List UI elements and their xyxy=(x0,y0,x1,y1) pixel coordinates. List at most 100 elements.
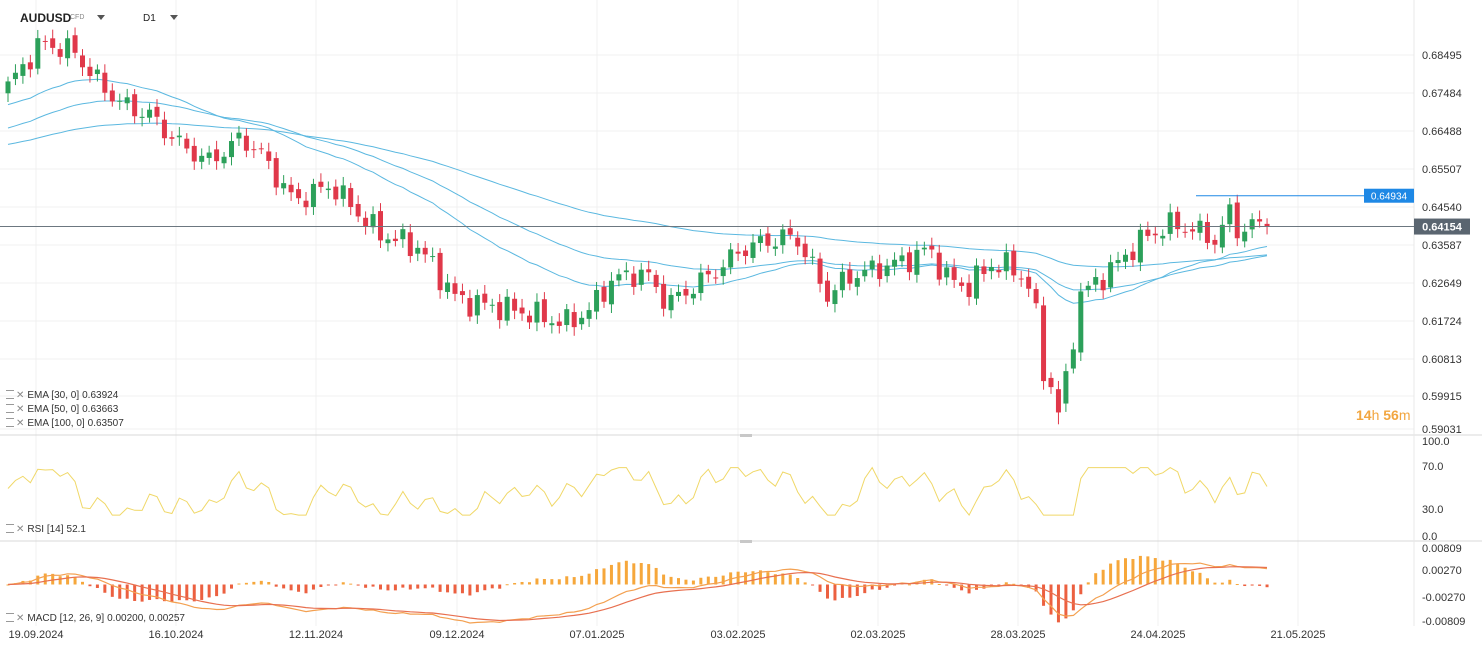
close-icon[interactable]: ✕ xyxy=(16,390,25,401)
indicator-legend-ema-100[interactable]: ✕ EMA [100, 0] 0.63507 xyxy=(6,417,124,429)
candle[interactable] xyxy=(1011,244,1017,282)
candle[interactable] xyxy=(1212,234,1218,254)
candle[interactable] xyxy=(1085,280,1091,297)
candle[interactable] xyxy=(720,259,726,285)
candle[interactable] xyxy=(437,248,443,299)
candle[interactable] xyxy=(951,258,957,288)
candle[interactable] xyxy=(1123,249,1128,270)
candle[interactable] xyxy=(1182,223,1188,238)
candle[interactable] xyxy=(355,195,361,223)
candle[interactable] xyxy=(161,111,167,146)
candle[interactable] xyxy=(333,179,339,206)
candle[interactable] xyxy=(1130,242,1136,267)
candle[interactable] xyxy=(541,292,547,328)
candle[interactable] xyxy=(1137,223,1143,272)
candle[interactable] xyxy=(206,145,212,165)
candle[interactable] xyxy=(27,54,33,78)
candle[interactable] xyxy=(266,142,272,170)
close-icon[interactable]: ✕ xyxy=(16,418,25,429)
candle[interactable] xyxy=(884,258,890,283)
indicator-legend-ema-30[interactable]: ✕ EMA [30, 0] 0.63924 xyxy=(6,389,118,401)
candle[interactable] xyxy=(1257,210,1263,228)
candle[interactable] xyxy=(929,237,935,259)
candle[interactable] xyxy=(1003,243,1009,280)
candle[interactable] xyxy=(817,252,823,293)
candle[interactable] xyxy=(936,244,942,286)
candle[interactable] xyxy=(594,281,600,320)
candle[interactable] xyxy=(847,261,853,291)
timeframe-dropdown-icon[interactable] xyxy=(170,15,178,20)
candle[interactable] xyxy=(966,274,972,306)
candle[interactable] xyxy=(1055,380,1061,425)
settings-icon[interactable] xyxy=(6,613,14,622)
candle[interactable] xyxy=(1190,222,1196,240)
candle[interactable] xyxy=(638,262,644,291)
candle[interactable] xyxy=(445,273,451,299)
candle[interactable] xyxy=(1033,283,1039,309)
candle[interactable] xyxy=(832,284,838,313)
candle[interactable] xyxy=(1175,206,1181,238)
candle[interactable] xyxy=(683,280,689,305)
settings-icon[interactable] xyxy=(6,390,14,399)
candle[interactable] xyxy=(549,316,555,334)
candle[interactable] xyxy=(586,302,592,327)
candle[interactable] xyxy=(243,128,249,158)
candle[interactable] xyxy=(303,192,309,216)
candle[interactable] xyxy=(877,254,883,287)
candle[interactable] xyxy=(400,223,406,248)
candle[interactable] xyxy=(430,247,436,262)
close-icon[interactable]: ✕ xyxy=(16,404,25,415)
candle[interactable] xyxy=(296,182,302,205)
timeframe-label[interactable]: D1 xyxy=(143,13,156,24)
candle[interactable] xyxy=(236,125,242,146)
candle[interactable] xyxy=(1100,273,1106,299)
candle[interactable] xyxy=(571,303,577,336)
candle[interactable] xyxy=(1227,198,1233,233)
candle[interactable] xyxy=(392,230,398,247)
candle[interactable] xyxy=(340,176,346,207)
candle[interactable] xyxy=(534,293,540,332)
close-icon[interactable]: ✕ xyxy=(16,524,25,535)
candle[interactable] xyxy=(474,289,480,324)
candle[interactable] xyxy=(906,246,912,281)
candle[interactable] xyxy=(1204,213,1210,250)
candle[interactable] xyxy=(914,241,920,283)
candle[interactable] xyxy=(1041,296,1047,390)
candle[interactable] xyxy=(117,93,123,110)
candle[interactable] xyxy=(750,234,756,263)
candle[interactable] xyxy=(229,132,234,166)
candle[interactable] xyxy=(974,258,979,305)
candle[interactable] xyxy=(489,298,495,313)
candle[interactable] xyxy=(780,224,786,254)
candle[interactable] xyxy=(325,181,331,199)
candle[interactable] xyxy=(631,266,637,295)
candle[interactable] xyxy=(5,76,11,102)
candle[interactable] xyxy=(72,27,78,59)
candle[interactable] xyxy=(1115,251,1121,272)
candle[interactable] xyxy=(839,263,845,298)
candle[interactable] xyxy=(944,261,950,286)
candle[interactable] xyxy=(527,310,532,330)
candle[interactable] xyxy=(482,284,488,310)
candle[interactable] xyxy=(273,152,279,196)
candle[interactable] xyxy=(653,270,659,294)
candle[interactable] xyxy=(20,57,26,84)
candle[interactable] xyxy=(407,224,413,263)
candle[interactable] xyxy=(512,292,518,320)
candle[interactable] xyxy=(258,142,264,155)
candle[interactable] xyxy=(921,241,927,256)
candle[interactable] xyxy=(80,49,85,76)
candle[interactable] xyxy=(668,288,674,319)
candle[interactable] xyxy=(35,29,41,75)
candle[interactable] xyxy=(1018,270,1024,287)
candle[interactable] xyxy=(869,255,875,278)
candle[interactable] xyxy=(1048,372,1054,394)
candle[interactable] xyxy=(825,271,830,307)
candle[interactable] xyxy=(698,263,704,301)
candle[interactable] xyxy=(519,298,525,321)
candle[interactable] xyxy=(988,258,994,280)
candle[interactable] xyxy=(1219,216,1225,254)
candle[interactable] xyxy=(12,64,18,86)
